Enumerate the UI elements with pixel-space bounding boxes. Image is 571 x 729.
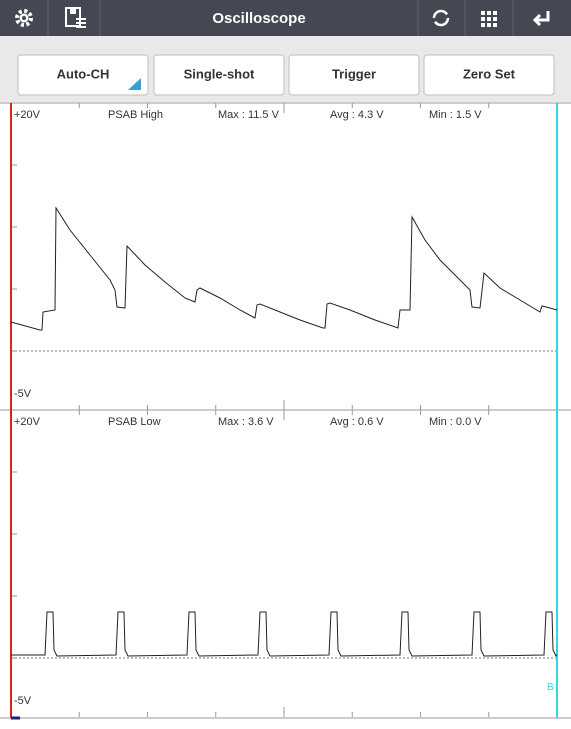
waveform-high [10,206,558,331]
refresh-icon[interactable] [432,9,450,27]
button-face[interactable] [153,54,285,96]
settings-icon[interactable] [15,9,33,27]
button[interactable]: Single-shot [153,54,285,96]
back-icon[interactable] [532,11,550,27]
toolbar [0,0,571,36]
save-icon[interactable] [65,7,86,28]
toolbar-dividers [47,0,514,36]
button-label[interactable]: Trigger [332,66,376,81]
top-scale-label: +20V [14,109,41,121]
max-readout: Max : 3.6 V [218,416,274,428]
button-label[interactable]: Zero Set [463,66,516,81]
button-face[interactable] [423,54,555,96]
button-face[interactable] [17,54,149,96]
channel-panel: +20V PSAB High Max : 11.5 V Avg : 4.3 V Min … [0,102,571,410]
waveform-low [11,611,558,657]
button-label[interactable]: Auto-CH [57,66,110,81]
bottom-scale-label: -5V [14,388,32,400]
channel-name: PSAB High [108,109,163,121]
avg-readout: Avg : 0.6 V [330,416,384,428]
min-readout: Min : 1.5 V [429,109,482,121]
screen-title: Oscilloscope [212,10,305,27]
cursor-b-label: B [547,682,554,693]
min-readout: Min : 0.0 V [429,416,482,428]
top-scale-label: +20V [14,416,41,428]
button[interactable]: Trigger [288,54,420,96]
button[interactable]: Auto-CH [17,54,149,96]
channel-name: PSAB Low [108,416,161,428]
channel-panel: +20V PSAB Low Max : 3.6 V Avg : 0.6 V Min : … [0,409,571,717]
bottom-scale-label: -5V [14,695,32,707]
grid-icon[interactable] [481,11,497,27]
max-readout: Max : 11.5 V [218,109,280,121]
dropdown-indicator[interactable] [128,78,141,90]
button[interactable]: Zero Set [423,54,555,96]
avg-readout: Avg : 4.3 V [330,109,384,121]
button-label[interactable]: Single-shot [184,66,255,81]
button-face[interactable] [288,54,420,96]
